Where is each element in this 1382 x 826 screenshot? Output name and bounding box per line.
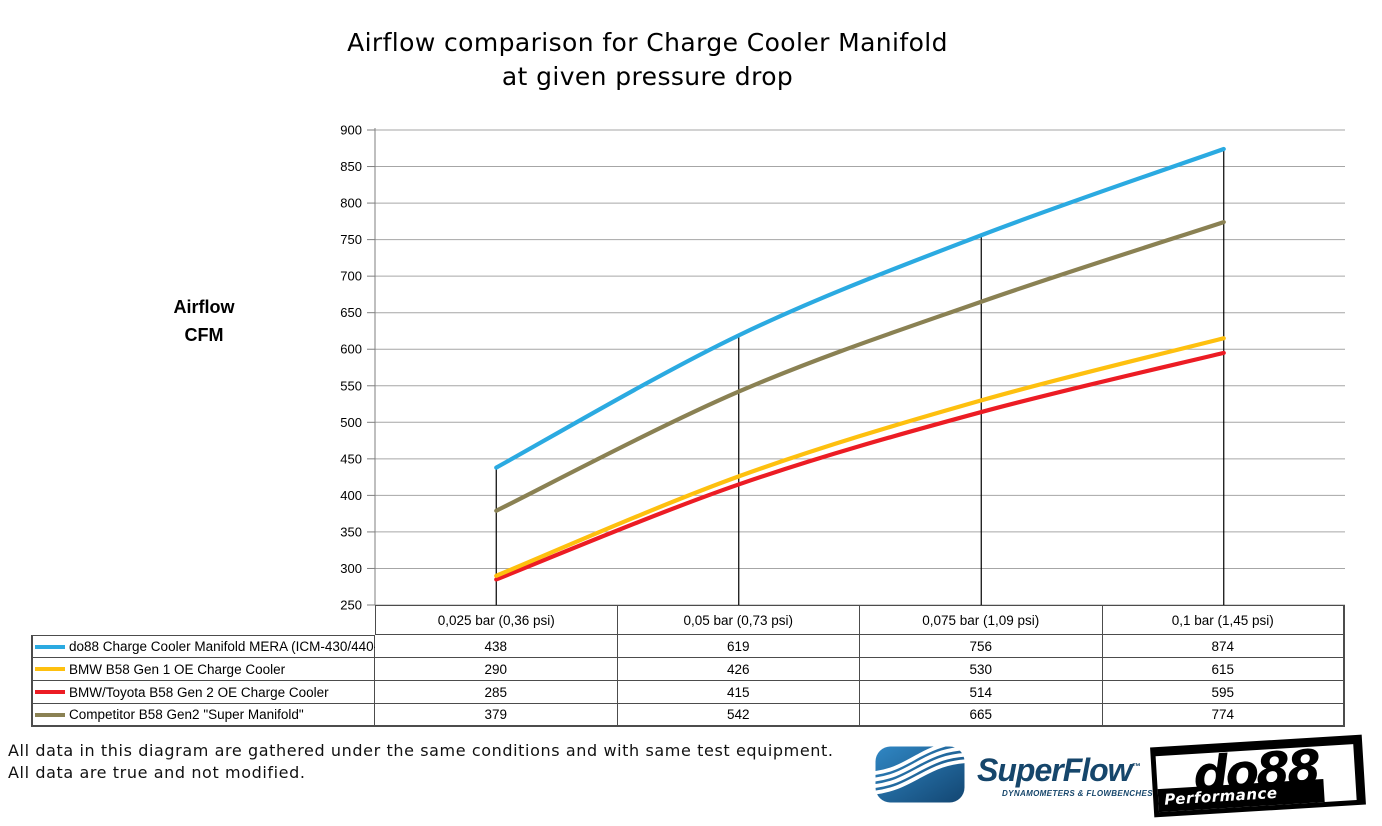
legend-label: do88 Charge Cooler Manifold MERA (ICM-43… [69, 639, 394, 654]
y-tick-label: 800 [340, 196, 362, 211]
y-tick-label: 600 [340, 342, 362, 357]
y-tick-label: 300 [340, 561, 362, 576]
y-axis-label: Airflow CFM [154, 293, 254, 349]
superflow-trademark: ™ [1131, 761, 1141, 772]
do88-logo: do88 Performance [1150, 734, 1366, 818]
legend-swatch [35, 667, 65, 671]
y-tick-label: 500 [340, 415, 362, 430]
series-line-competitor-b58-gen2-super-manifold- [494, 219, 1226, 513]
table-header-cell: 0,05 bar (0,73 psi) [617, 605, 860, 635]
y-tick-label: 450 [340, 451, 362, 466]
y-tick-label: 850 [340, 159, 362, 174]
value-cell: 874 [1102, 635, 1345, 658]
footer-line1: All data in this diagram are gathered un… [8, 741, 834, 760]
value-cell: 285 [375, 681, 618, 704]
table-header-cell: 0,075 bar (1,09 psi) [860, 605, 1103, 635]
footer-line2: All data are true and not modified. [8, 762, 306, 782]
value-cell: 530 [860, 658, 1103, 681]
y-tick-label: 750 [340, 232, 362, 247]
data-table: 0,025 bar (0,36 psi) 0,05 bar (0,73 psi) 0… [31, 605, 1345, 727]
footer-note: All data in this diagram are gathered un… [8, 740, 834, 783]
legend-label: BMW B58 Gen 1 OE Charge Cooler [69, 661, 286, 677]
superflow-name: SuperFlow [977, 752, 1133, 788]
series-line-do88-charge-cooler-manifold-mera-icm-430-440-g- [494, 146, 1226, 470]
superflow-logo-wordmark: SuperFlow™ [977, 752, 1141, 789]
legend-swatch [35, 644, 65, 649]
y-tick-label: 350 [340, 524, 362, 539]
y-axis-label-line1: Airflow [173, 297, 235, 317]
legend-cell: do88 Charge Cooler Manifold MERA (ICM-43… [31, 635, 393, 658]
value-cell: 665 [860, 704, 1103, 727]
legend-cell: Competitor B58 Gen2 "Super Manifold" [31, 704, 375, 727]
value-cell: 595 [1102, 681, 1345, 704]
superflow-logo-icon [875, 746, 965, 803]
y-tick-label: 900 [340, 123, 362, 138]
table-header-cell: 0,025 bar (0,36 psi) [375, 605, 618, 635]
legend-cell: BMW B58 Gen 1 OE Charge Cooler [31, 658, 375, 681]
legend-cell: BMW/Toyota B58 Gen 2 OE Charge Cooler [31, 681, 375, 704]
y-tick-label: 700 [340, 269, 362, 284]
chart-title-line2: at given pressure drop [501, 62, 794, 91]
value-cell: 415 [617, 681, 860, 704]
legend-label: Competitor B58 Gen2 "Super Manifold" [69, 707, 304, 722]
y-axis-label-line2: CFM [184, 325, 224, 345]
y-tick-label: 650 [340, 305, 362, 320]
value-cell: 290 [375, 658, 618, 681]
value-cell: 426 [617, 658, 860, 681]
table-header-ghost-cell [31, 605, 375, 635]
legend-swatch [35, 712, 65, 717]
series-line-bmw-toyota-b58-gen-2-oe-charge-cooler [494, 350, 1226, 582]
value-cell: 756 [860, 635, 1103, 658]
value-cell: 438 [375, 635, 618, 658]
table-header-cell: 0,1 bar (1,45 psi) [1102, 605, 1345, 635]
value-cell: 774 [1102, 704, 1345, 727]
value-cell: 514 [860, 681, 1103, 704]
value-cell: 379 [375, 704, 618, 727]
legend-swatch [35, 690, 65, 694]
value-cell: 619 [617, 635, 860, 658]
y-tick-label: 550 [340, 378, 362, 393]
chart-title-line1: Airflow comparison for Charge Cooler Man… [347, 28, 948, 57]
superflow-icon-waves [875, 746, 965, 795]
y-tick-label: 400 [340, 488, 362, 503]
legend-label: BMW/Toyota B58 Gen 2 OE Charge Cooler [69, 684, 329, 700]
chart-title: Airflow comparison for Charge Cooler Man… [0, 26, 1295, 94]
series-line-bmw-b58-gen-1-oe-charge-cooler [494, 336, 1226, 578]
value-cell: 542 [617, 704, 860, 727]
y-tick-label: 250 [340, 598, 362, 613]
value-cell: 615 [1102, 658, 1345, 681]
superflow-logo-tagline: DYNAMOMETERS & FLOWBENCHES [1002, 789, 1153, 798]
